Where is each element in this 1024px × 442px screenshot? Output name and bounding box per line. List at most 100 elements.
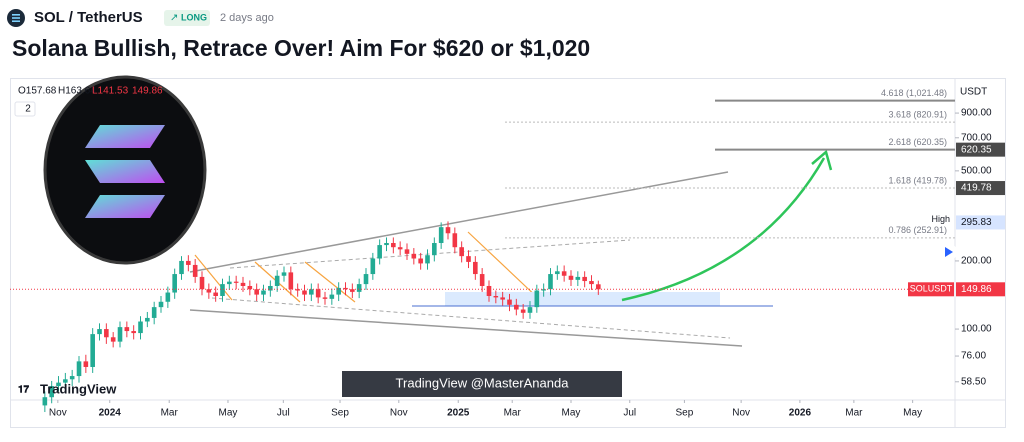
- candle-body: [473, 261, 478, 275]
- candle-body: [425, 255, 430, 264]
- badge-arrow: ↗: [170, 13, 178, 24]
- candle-body: [158, 301, 164, 308]
- y-tick-label: 900.00: [961, 108, 992, 119]
- x-tick-label: May: [219, 408, 238, 419]
- candle-body: [452, 233, 458, 248]
- y-tick-label: 500.00: [961, 165, 992, 176]
- candle-body: [589, 281, 594, 285]
- candle-body: [274, 275, 280, 286]
- fib-label: 4.618 (1,021.48): [881, 88, 947, 98]
- candle-body: [295, 289, 300, 291]
- candle-body: [110, 337, 116, 342]
- x-tick-label: Nov: [732, 408, 750, 419]
- candle-body: [309, 289, 314, 295]
- candle-body: [261, 290, 266, 295]
- legend-low: L141.53: [92, 86, 129, 97]
- candle-body: [268, 285, 273, 291]
- y-tick-label: 58.50: [961, 376, 986, 387]
- candle-body: [363, 274, 369, 285]
- symbol-badge: [908, 282, 954, 297]
- high-label: High: [931, 214, 950, 224]
- fib-label: 0.786 (252.91): [888, 225, 947, 235]
- candle-body: [240, 282, 246, 286]
- candle-body: [124, 327, 130, 332]
- logo[interactable]: TradingView: [40, 381, 117, 396]
- candle-body: [165, 292, 171, 302]
- candle-body: [541, 289, 546, 291]
- x-tick-label: Sep: [676, 408, 694, 419]
- watermark-bg: [342, 371, 622, 397]
- candle-body: [555, 271, 560, 275]
- fib-label: 2.618 (620.35): [888, 137, 947, 147]
- candle-body: [438, 227, 444, 244]
- candle-body: [227, 281, 232, 285]
- x-tick-label: Sep: [331, 408, 349, 419]
- candle-body: [520, 309, 526, 313]
- candle-body: [172, 274, 177, 293]
- solana-logo: [43, 75, 207, 265]
- candle-body: [507, 299, 512, 305]
- candle-body: [247, 285, 253, 290]
- indicator-toggle[interactable]: [14, 101, 36, 117]
- candle-body: [131, 331, 136, 334]
- candle-body: [343, 287, 348, 290]
- y-tick-label: 76.00: [961, 351, 986, 362]
- candle-body: [397, 247, 403, 250]
- candle-body: [315, 289, 321, 298]
- candle-body: [479, 274, 485, 286]
- plot: 4.618 (1,021.48) 3.618 (820.91) 2.618 (620…: [10, 88, 959, 413]
- legend-high: H163.64: [58, 86, 96, 97]
- candle-body: [199, 276, 205, 290]
- candle-body: [97, 329, 102, 335]
- x-tick-label: Mar: [161, 408, 179, 419]
- candle-body: [336, 287, 341, 295]
- candle-body: [151, 307, 157, 318]
- candle-body: [493, 295, 499, 298]
- legend-close: 149.86: [132, 86, 163, 97]
- candle-body: [356, 284, 362, 292]
- candle-body: [418, 258, 423, 264]
- candle-body: [391, 243, 396, 248]
- candle-body: [432, 243, 437, 256]
- candle-body: [145, 317, 150, 322]
- x-tick-label: May: [903, 408, 922, 419]
- candle-body: [561, 271, 567, 276]
- candle-body: [42, 397, 48, 406]
- symbol-label: SOLUSDT: [910, 284, 953, 294]
- last-price-badge: [956, 282, 1005, 297]
- candle-body: [350, 289, 355, 292]
- candle-body: [548, 274, 553, 290]
- drawings: [189, 149, 957, 347]
- candle-body: [192, 264, 198, 277]
- currency: USDT: [960, 87, 987, 98]
- x-tick-label: Nov: [390, 408, 408, 419]
- x-tick-label: Jul: [623, 408, 636, 419]
- candle-body: [254, 289, 259, 295]
- y-tick-label: 200.00: [961, 256, 992, 267]
- fib-label: 1.618 (419.78): [888, 175, 947, 185]
- indicator-count[interactable]: 2: [25, 104, 31, 115]
- candle-body: [90, 334, 95, 367]
- time: 2 days ago: [220, 12, 274, 24]
- last-price: 149.86: [961, 284, 992, 295]
- candle-body: [411, 253, 417, 259]
- candle-body: [568, 275, 574, 280]
- logo-mark: 𝟏𝟕: [18, 385, 30, 396]
- candle-body: [288, 272, 294, 290]
- candle-body: [117, 327, 123, 342]
- candle-body: [596, 284, 601, 290]
- x-tick-label: Nov: [49, 408, 67, 419]
- title: Solana Bullish, Retrace Over! Aim For $6…: [12, 35, 590, 61]
- avatar[interactable]: [7, 9, 25, 27]
- candle-body: [329, 294, 335, 299]
- candle-body: [384, 243, 389, 246]
- candle-body: [56, 382, 61, 387]
- candle-body: [486, 285, 492, 296]
- candle-body: [69, 376, 75, 380]
- symbol[interactable]: SOL / TetherUS: [34, 9, 143, 26]
- candle-body: [233, 281, 239, 283]
- candle-body: [527, 307, 533, 313]
- candle-body: [302, 290, 307, 295]
